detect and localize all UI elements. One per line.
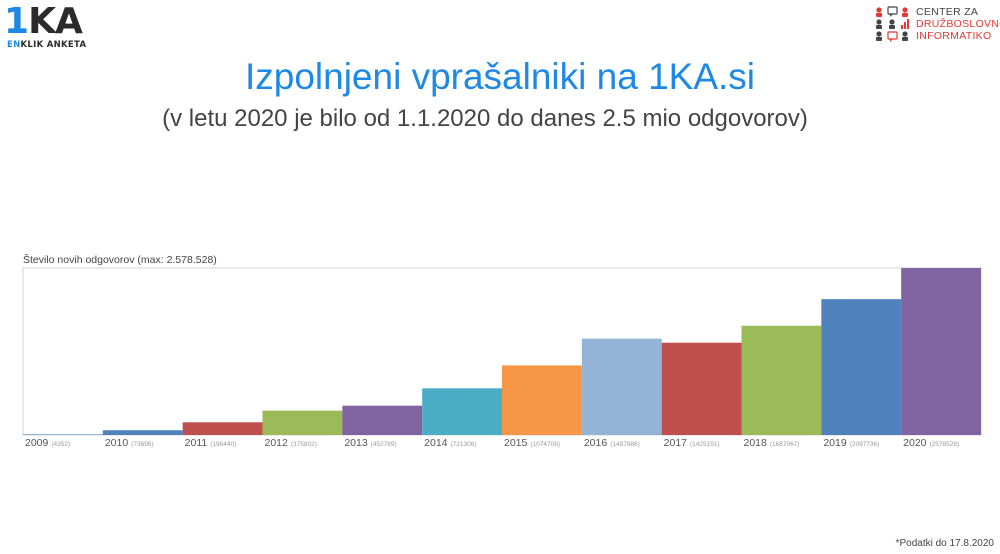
people-chart-icon: [876, 6, 909, 42]
footnote: *Podatki do 17.8.2020: [895, 538, 994, 549]
value-label: (721306): [451, 441, 477, 448]
tick-label-2009: 2009 (4352): [25, 437, 70, 449]
value-label: (375802): [291, 441, 317, 448]
value-label: (2097736): [850, 441, 880, 448]
value-label: (1425191): [690, 441, 720, 448]
bar-2019: [821, 299, 902, 435]
tick-label-2016: 2016 (1487886): [584, 437, 640, 449]
value-label: (196440): [210, 441, 236, 448]
cdi-logo[interactable]: CENTER ZA DRUŽBOSLOVNO INFORMATIKO: [874, 6, 1000, 46]
value-label: (2578528): [930, 441, 960, 448]
value-label: (452789): [371, 441, 397, 448]
year-label: 2013: [344, 437, 368, 449]
tick-label-2019: 2019 (2097736): [823, 437, 879, 449]
value-label: (1074708): [530, 441, 560, 448]
year-label: 2009: [25, 437, 49, 449]
cdi-line-1: CENTER ZA: [916, 6, 979, 18]
year-label: 2017: [664, 437, 688, 449]
page-subtitle: (v letu 2020 je bilo od 1.1.2020 do dane…: [162, 105, 808, 132]
logo-mark-one: 1: [4, 1, 29, 42]
1ka-logo[interactable]: 1KA ENKLIK ANKETA: [4, 1, 104, 51]
tick-label-2012: 2012 (375802): [265, 437, 317, 449]
bar-2017: [661, 342, 742, 435]
year-label: 2012: [265, 437, 289, 449]
bar-2014: [422, 388, 502, 435]
tick-label-2013: 2013 (452789): [344, 437, 396, 449]
bar-2018: [741, 325, 822, 435]
logo-mark: 1KA: [4, 1, 83, 42]
cdi-line-2: DRUŽBOSLOVNO: [916, 18, 1000, 30]
bar-2010: [102, 430, 183, 435]
cdi-text: CENTER ZA DRUŽBOSLOVNO INFORMATIKO: [916, 6, 1000, 42]
year-label: 2010: [105, 437, 129, 449]
tick-label-2014: 2014 (721306): [424, 437, 476, 449]
bar-2012: [262, 410, 343, 435]
bar-2013: [342, 405, 423, 435]
cdi-line-3: INFORMATIKO: [916, 30, 992, 42]
year-label: 2016: [584, 437, 608, 449]
year-label: 2014: [424, 437, 448, 449]
tick-label-2020: 2020 (2578528): [903, 437, 959, 449]
bar-2009: [23, 434, 103, 435]
bar-2015: [502, 365, 582, 435]
bar-2016: [581, 338, 662, 435]
logo-sub-rest: KLIK ANKETA: [20, 40, 87, 50]
tick-label-2015: 2015 (1074708): [504, 437, 560, 449]
page-title: Izpolnjeni vprašalniki na 1KA.si: [244, 56, 756, 97]
responses-bar-chart: 2009 (4352) 2010 (73696) 2011 (196440) 2012 (37…: [22, 267, 982, 449]
tick-label-2010: 2010 (73696): [105, 437, 154, 449]
logo-subtitle: ENKLIK ANKETA: [7, 40, 86, 50]
logo-sub-en: EN: [7, 40, 21, 50]
tick-label-2011: 2011 (196440): [185, 437, 237, 449]
year-label: 2018: [744, 437, 768, 449]
year-label: 2015: [504, 437, 528, 449]
value-label: (1487886): [610, 441, 640, 448]
logo-mark-ka: KA: [28, 1, 83, 42]
year-label: 2011: [185, 437, 208, 449]
bar-2020: [901, 268, 981, 435]
tick-label-2018: 2018 (1687067): [744, 437, 800, 449]
value-label: (73696): [131, 441, 153, 448]
chart-y-label: Število novih odgovorov (max: 2.578.528): [23, 254, 217, 266]
value-label: (1687067): [770, 441, 800, 448]
tick-label-2017: 2017 (1425191): [664, 437, 720, 449]
year-label: 2019: [823, 437, 847, 449]
bar-2011: [182, 422, 263, 435]
value-label: (4352): [51, 441, 70, 448]
year-label: 2020: [903, 437, 927, 449]
